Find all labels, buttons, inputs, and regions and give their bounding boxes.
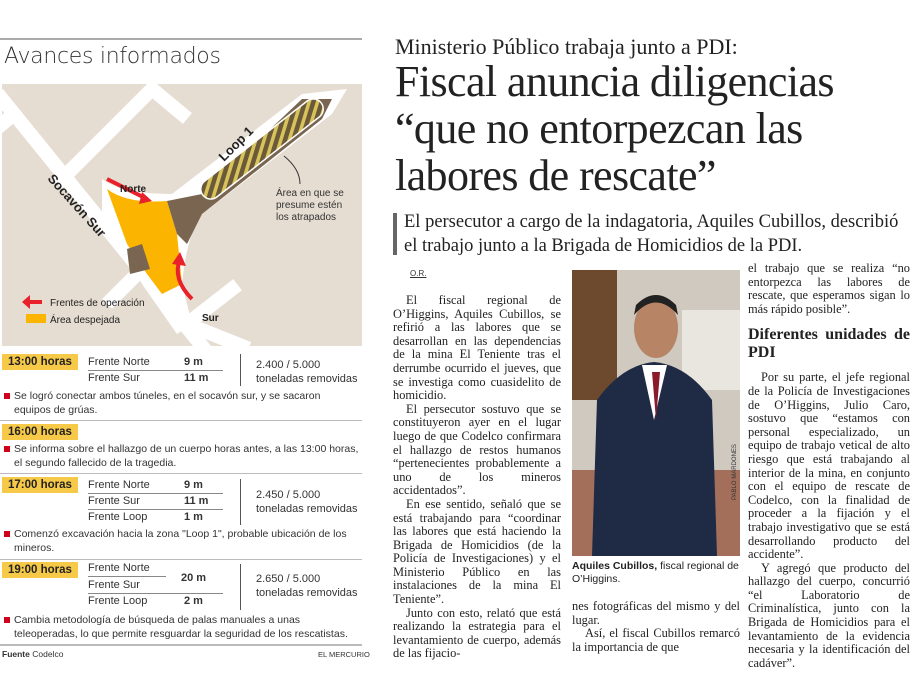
subheading: Diferentes unidades de PDI — [748, 326, 910, 362]
tons-removed: 2.450 / 5.000 toneladas removidas — [256, 489, 358, 515]
entry-time: 19:00 horas — [2, 562, 78, 578]
infographic-title: Avances informados — [4, 44, 221, 69]
tons-removed: 2.650 / 5.000 toneladas removidas — [256, 573, 358, 599]
legend-fronts: Frentes de operación — [50, 298, 145, 309]
byline: O.R. — [410, 269, 427, 278]
photo-credit: PABLO MARDONES — [732, 444, 738, 500]
label-sur: Sur — [202, 313, 219, 324]
legend-cleared: Área despejada — [50, 313, 120, 326]
area-note: Área en que se presume estén los atrapados — [276, 186, 344, 223]
photo-caption: Aquiles Cubillos, fiscal regional de O’H… — [572, 560, 739, 585]
body-column-2: nes fotográficas del mismo y del lugar. A… — [572, 599, 740, 654]
source: Fuente Codelco — [2, 649, 64, 659]
label-norte: Norte — [120, 184, 147, 195]
kicker: Ministerio Público trabaja junto a PDI: — [395, 34, 738, 59]
subhead-bar — [393, 213, 397, 255]
entry-time: 17:00 horas — [2, 477, 78, 493]
headline: Fiscal anuncia diligencias “que no entorp… — [395, 57, 835, 200]
mine-map: Norte Sur Socavón Sur Loop 1 Área en que… — [2, 84, 362, 346]
subhead: El persecutor a cargo de la indagatoria,… — [404, 212, 899, 256]
entry-note: Comenzó excavación hacia la zona "Loop 1… — [4, 527, 359, 555]
body-column-3: el trabajo que se realiza “no entorpezca… — [748, 261, 910, 670]
tons-removed: 2.400 / 5.000 toneladas removidas — [256, 359, 358, 385]
entry-note: Cambia metodología de búsqueda de palas … — [4, 613, 359, 641]
entry-note: Se logró conectar ambos túneles, en el s… — [4, 389, 359, 417]
entry-time: 16:00 horas — [2, 424, 78, 440]
entry-time: 13:00 horas — [2, 354, 78, 370]
photo-aquiles-cubillos — [572, 270, 740, 556]
body-column-1: El fiscal regional de O’Higgins, Aquiles… — [393, 293, 561, 661]
entry-note: Se informa sobre el hallazgo de un cuerp… — [4, 442, 359, 470]
top-rule — [0, 38, 362, 40]
brand-el-mercurio: EL MERCURIO — [318, 650, 370, 659]
